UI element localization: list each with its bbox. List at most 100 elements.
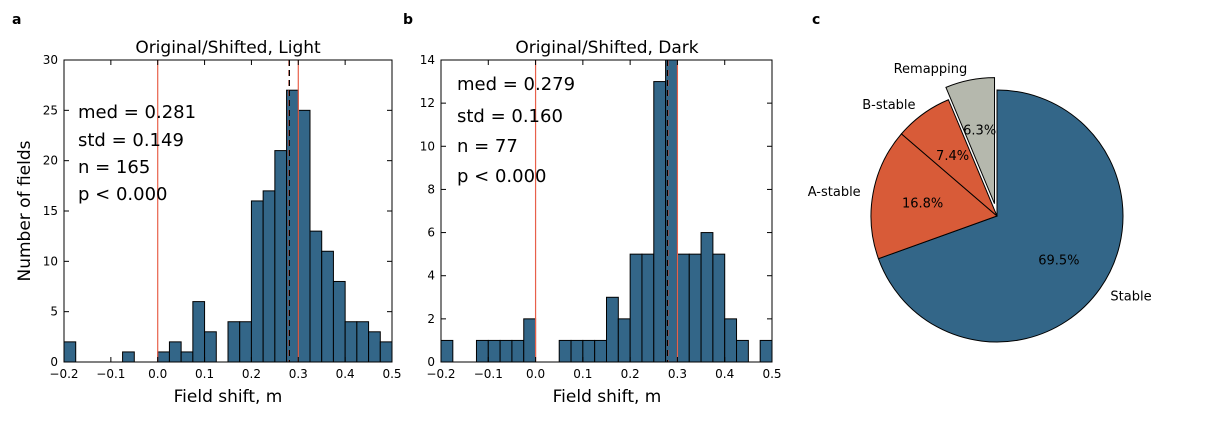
pie-slices [870, 77, 1124, 343]
y-tick-label: 0 [427, 355, 435, 369]
histogram-bar [487, 339, 501, 363]
histogram-bar [157, 351, 170, 363]
histogram-bar [724, 318, 738, 363]
histogram-bar [297, 109, 311, 363]
pie-slice-a-stable [870, 133, 998, 260]
histogram-bar [499, 339, 513, 363]
stats-box: med = 0.281 std = 0.149 n = 165 p < 0.00… [78, 102, 196, 205]
pie-category-label: B-stable [862, 98, 915, 113]
stat-p: p < 0.000 [457, 166, 546, 187]
chart-title: Original/Shifted, Light [135, 38, 321, 58]
x-tick-label: 0.0 [148, 367, 167, 381]
histogram-bar [594, 339, 608, 363]
histogram-bar [239, 321, 252, 363]
y-tick-label: 8 [427, 182, 435, 196]
histogram-bar [641, 253, 655, 363]
histogram-bar [122, 351, 135, 363]
stat-std: std = 0.160 [457, 106, 563, 127]
histogram-bar [629, 253, 643, 363]
y-tick-label: 25 [43, 103, 58, 117]
histogram-bar [204, 331, 217, 363]
panel-letter-b: b [403, 12, 413, 28]
y-tick-label: 30 [43, 53, 58, 67]
stat-n: n = 165 [78, 157, 150, 178]
stats-box: med = 0.279 std = 0.160 n = 77 p < 0.000 [457, 74, 575, 187]
pie-category-label: Remapping [894, 62, 968, 77]
reference-lines [534, 60, 679, 362]
histogram-bar [653, 81, 667, 363]
histogram-bar [712, 253, 726, 363]
histogram-light: Original/Shifted, Light Field shift, m N… [15, 38, 402, 407]
x-tick-label: 0.4 [715, 367, 734, 381]
histogram-bar [63, 341, 77, 363]
x-tick-label: 0.4 [336, 367, 355, 381]
x-tick-label: 0.5 [382, 367, 401, 381]
x-tick-label: 0.2 [242, 367, 261, 381]
pie-percent-label: 69.5% [1038, 253, 1079, 268]
plot-frame [63, 59, 393, 363]
y-tick-label: 12 [420, 96, 435, 110]
histogram-bar [688, 253, 702, 363]
y-tick-label: 6 [427, 226, 435, 240]
histogram-bar [475, 339, 489, 363]
stat-p: p < 0.000 [78, 184, 167, 205]
x-tick-label: 0.2 [621, 367, 640, 381]
histogram-dark: Original/Shifted, Dark Field shift, m −0… [420, 38, 782, 407]
y-tick-label: 5 [50, 305, 58, 319]
x-tick-label: −0.1 [474, 367, 503, 381]
chart-title: Original/Shifted, Dark [515, 38, 698, 58]
stat-n: n = 77 [457, 136, 518, 157]
y-tick-label: 10 [420, 139, 435, 153]
histogram-bar [617, 318, 631, 363]
y-tick-label: 10 [43, 254, 58, 268]
histogram-bar [332, 280, 346, 363]
x-tick-label: 0.3 [668, 367, 687, 381]
bars [63, 89, 393, 363]
y-tick-label: 14 [420, 53, 435, 67]
x-tick-label: −0.1 [96, 367, 125, 381]
panel-letter-a: a [12, 12, 21, 28]
histogram-bar [227, 321, 241, 363]
histogram-bar [356, 321, 370, 363]
histogram-bar [344, 321, 358, 363]
histogram-bar [523, 318, 537, 363]
pie-percent-label: 16.8% [902, 196, 943, 211]
stat-median: med = 0.279 [457, 74, 575, 95]
histogram-bar [168, 341, 182, 363]
pie-slice-remapping [945, 77, 996, 204]
histogram-bar [321, 250, 334, 363]
histogram-bar [606, 296, 619, 363]
x-tick-label: −0.2 [426, 367, 455, 381]
histogram-bar [274, 150, 288, 363]
histogram-bar [368, 331, 381, 363]
stat-std: std = 0.149 [78, 130, 184, 151]
pie-category-label: A-stable [808, 185, 861, 200]
histogram-bar [558, 339, 572, 363]
pie-percent-label: 7.4% [936, 149, 969, 164]
histogram-bar [570, 339, 584, 363]
x-axis-label: Field shift, m [553, 387, 662, 407]
histogram-bar [262, 190, 276, 363]
pie-labels: 69.5% Stable 16.8% A-stable 7.4% B-stable 6.3%… [808, 62, 1152, 305]
axis-ticks: −0.2 −0.1 0.0 0.1 0.2 0.3 0.4 0.5 0 2 4 6 8 10 12 14 [420, 53, 782, 381]
histogram-bar [309, 230, 323, 363]
y-axis-label: Number of fields [15, 140, 35, 281]
x-tick-label: 0.1 [573, 367, 592, 381]
histogram-bar [180, 351, 194, 363]
x-tick-label: 0.5 [762, 367, 781, 381]
y-tick-label: 0 [50, 355, 58, 369]
plot-frame [440, 59, 773, 363]
pie-slice-b-stable [900, 99, 998, 217]
histogram-bar [676, 253, 690, 363]
x-tick-label: 0.3 [289, 367, 308, 381]
histogram-bar [511, 339, 525, 363]
pie-chart: 69.5% Stable 16.8% A-stable 7.4% B-stable 6.3%… [808, 62, 1152, 343]
histogram-bar [250, 200, 264, 363]
histogram-bar [192, 301, 206, 363]
stat-median: med = 0.281 [78, 102, 196, 123]
histogram-bar [582, 339, 596, 363]
histogram-bar [736, 339, 749, 363]
pie-slice-stable [877, 89, 1124, 343]
pie-percent-label: 6.3% [963, 124, 996, 139]
